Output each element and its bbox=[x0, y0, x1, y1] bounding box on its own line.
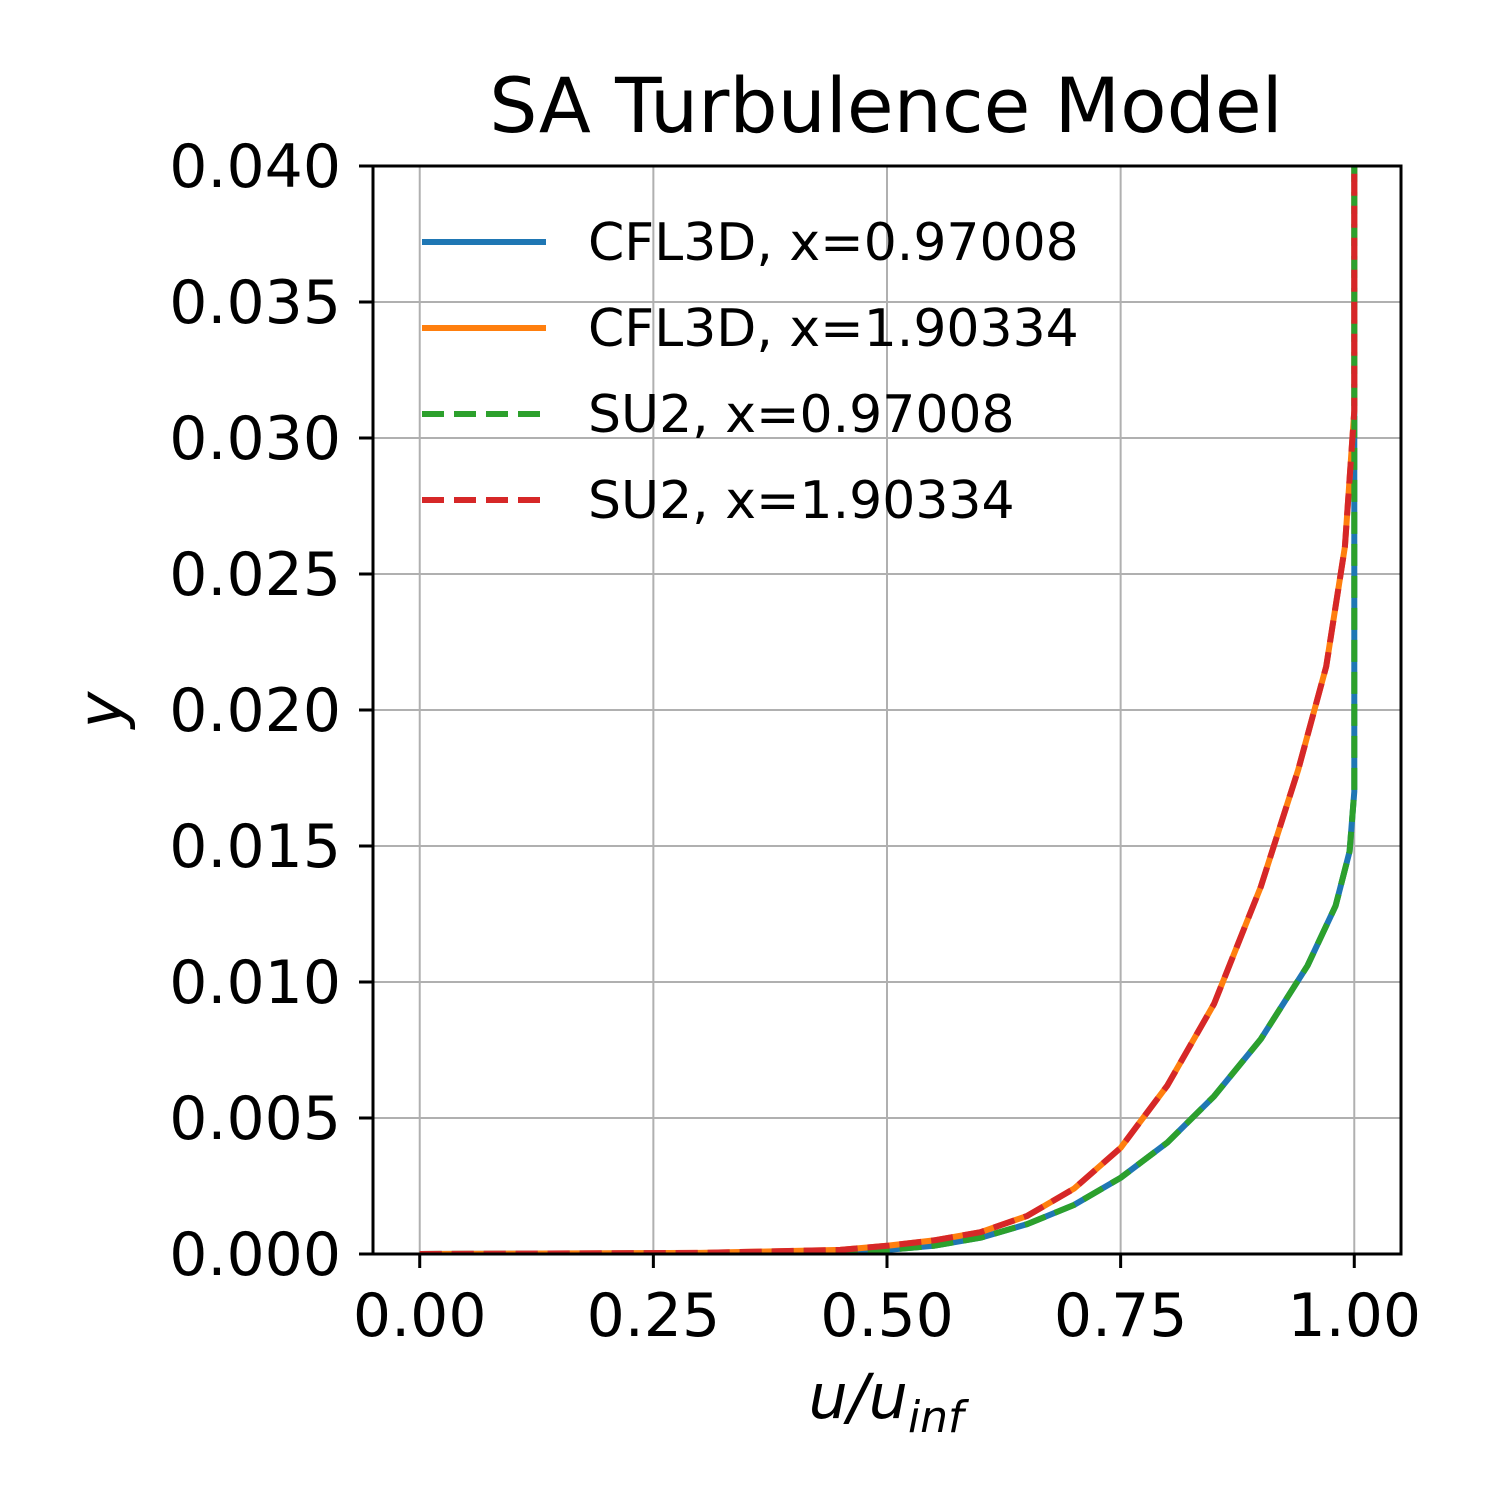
y-tick-label: 0.005 bbox=[169, 1084, 341, 1154]
y-tick-label: 0.030 bbox=[169, 404, 341, 474]
legend-label: CFL3D, x=0.97008 bbox=[588, 213, 1079, 273]
legend-label: SU2, x=0.97008 bbox=[588, 385, 1015, 445]
y-tick-label: 0.020 bbox=[169, 676, 341, 746]
series-lines bbox=[419, 166, 1358, 1254]
legend: CFL3D, x=0.97008 CFL3D, x=1.90334 SU2, x=0… bbox=[422, 213, 1079, 531]
y-tick-label: 0.025 bbox=[169, 540, 341, 610]
y-axis-label: y bbox=[64, 690, 137, 730]
legend-label: SU2, x=1.90334 bbox=[588, 471, 1015, 531]
x-tick-label: 1.00 bbox=[1287, 1281, 1421, 1351]
chart-title: SA Turbulence Model bbox=[489, 61, 1282, 150]
y-tick-label: 0.015 bbox=[169, 812, 341, 882]
x-tick-label: 0.00 bbox=[353, 1281, 487, 1351]
y-tick-label: 0.040 bbox=[169, 132, 341, 202]
x-tick-label: 0.25 bbox=[587, 1281, 721, 1351]
y-tick-label: 0.010 bbox=[169, 948, 341, 1018]
series-line-3 bbox=[419, 166, 1358, 1254]
x-axis-label-subscript: inf bbox=[908, 1392, 970, 1443]
y-tick-label: 0.035 bbox=[169, 268, 341, 338]
ticks: 0.00 0.25 0.50 0.75 1.00 0.000 0.005 0.010 0.015… bbox=[169, 132, 1421, 1351]
series-line-4 bbox=[419, 166, 1358, 1254]
y-tick-label: 0.000 bbox=[169, 1220, 341, 1290]
x-tick-label: 0.75 bbox=[1054, 1281, 1188, 1351]
legend-label: CFL3D, x=1.90334 bbox=[588, 299, 1079, 359]
x-tick-label: 0.50 bbox=[820, 1281, 954, 1351]
x-axis-label: u/uinf bbox=[808, 1360, 970, 1443]
x-axis-label-main: u/u bbox=[808, 1360, 907, 1433]
